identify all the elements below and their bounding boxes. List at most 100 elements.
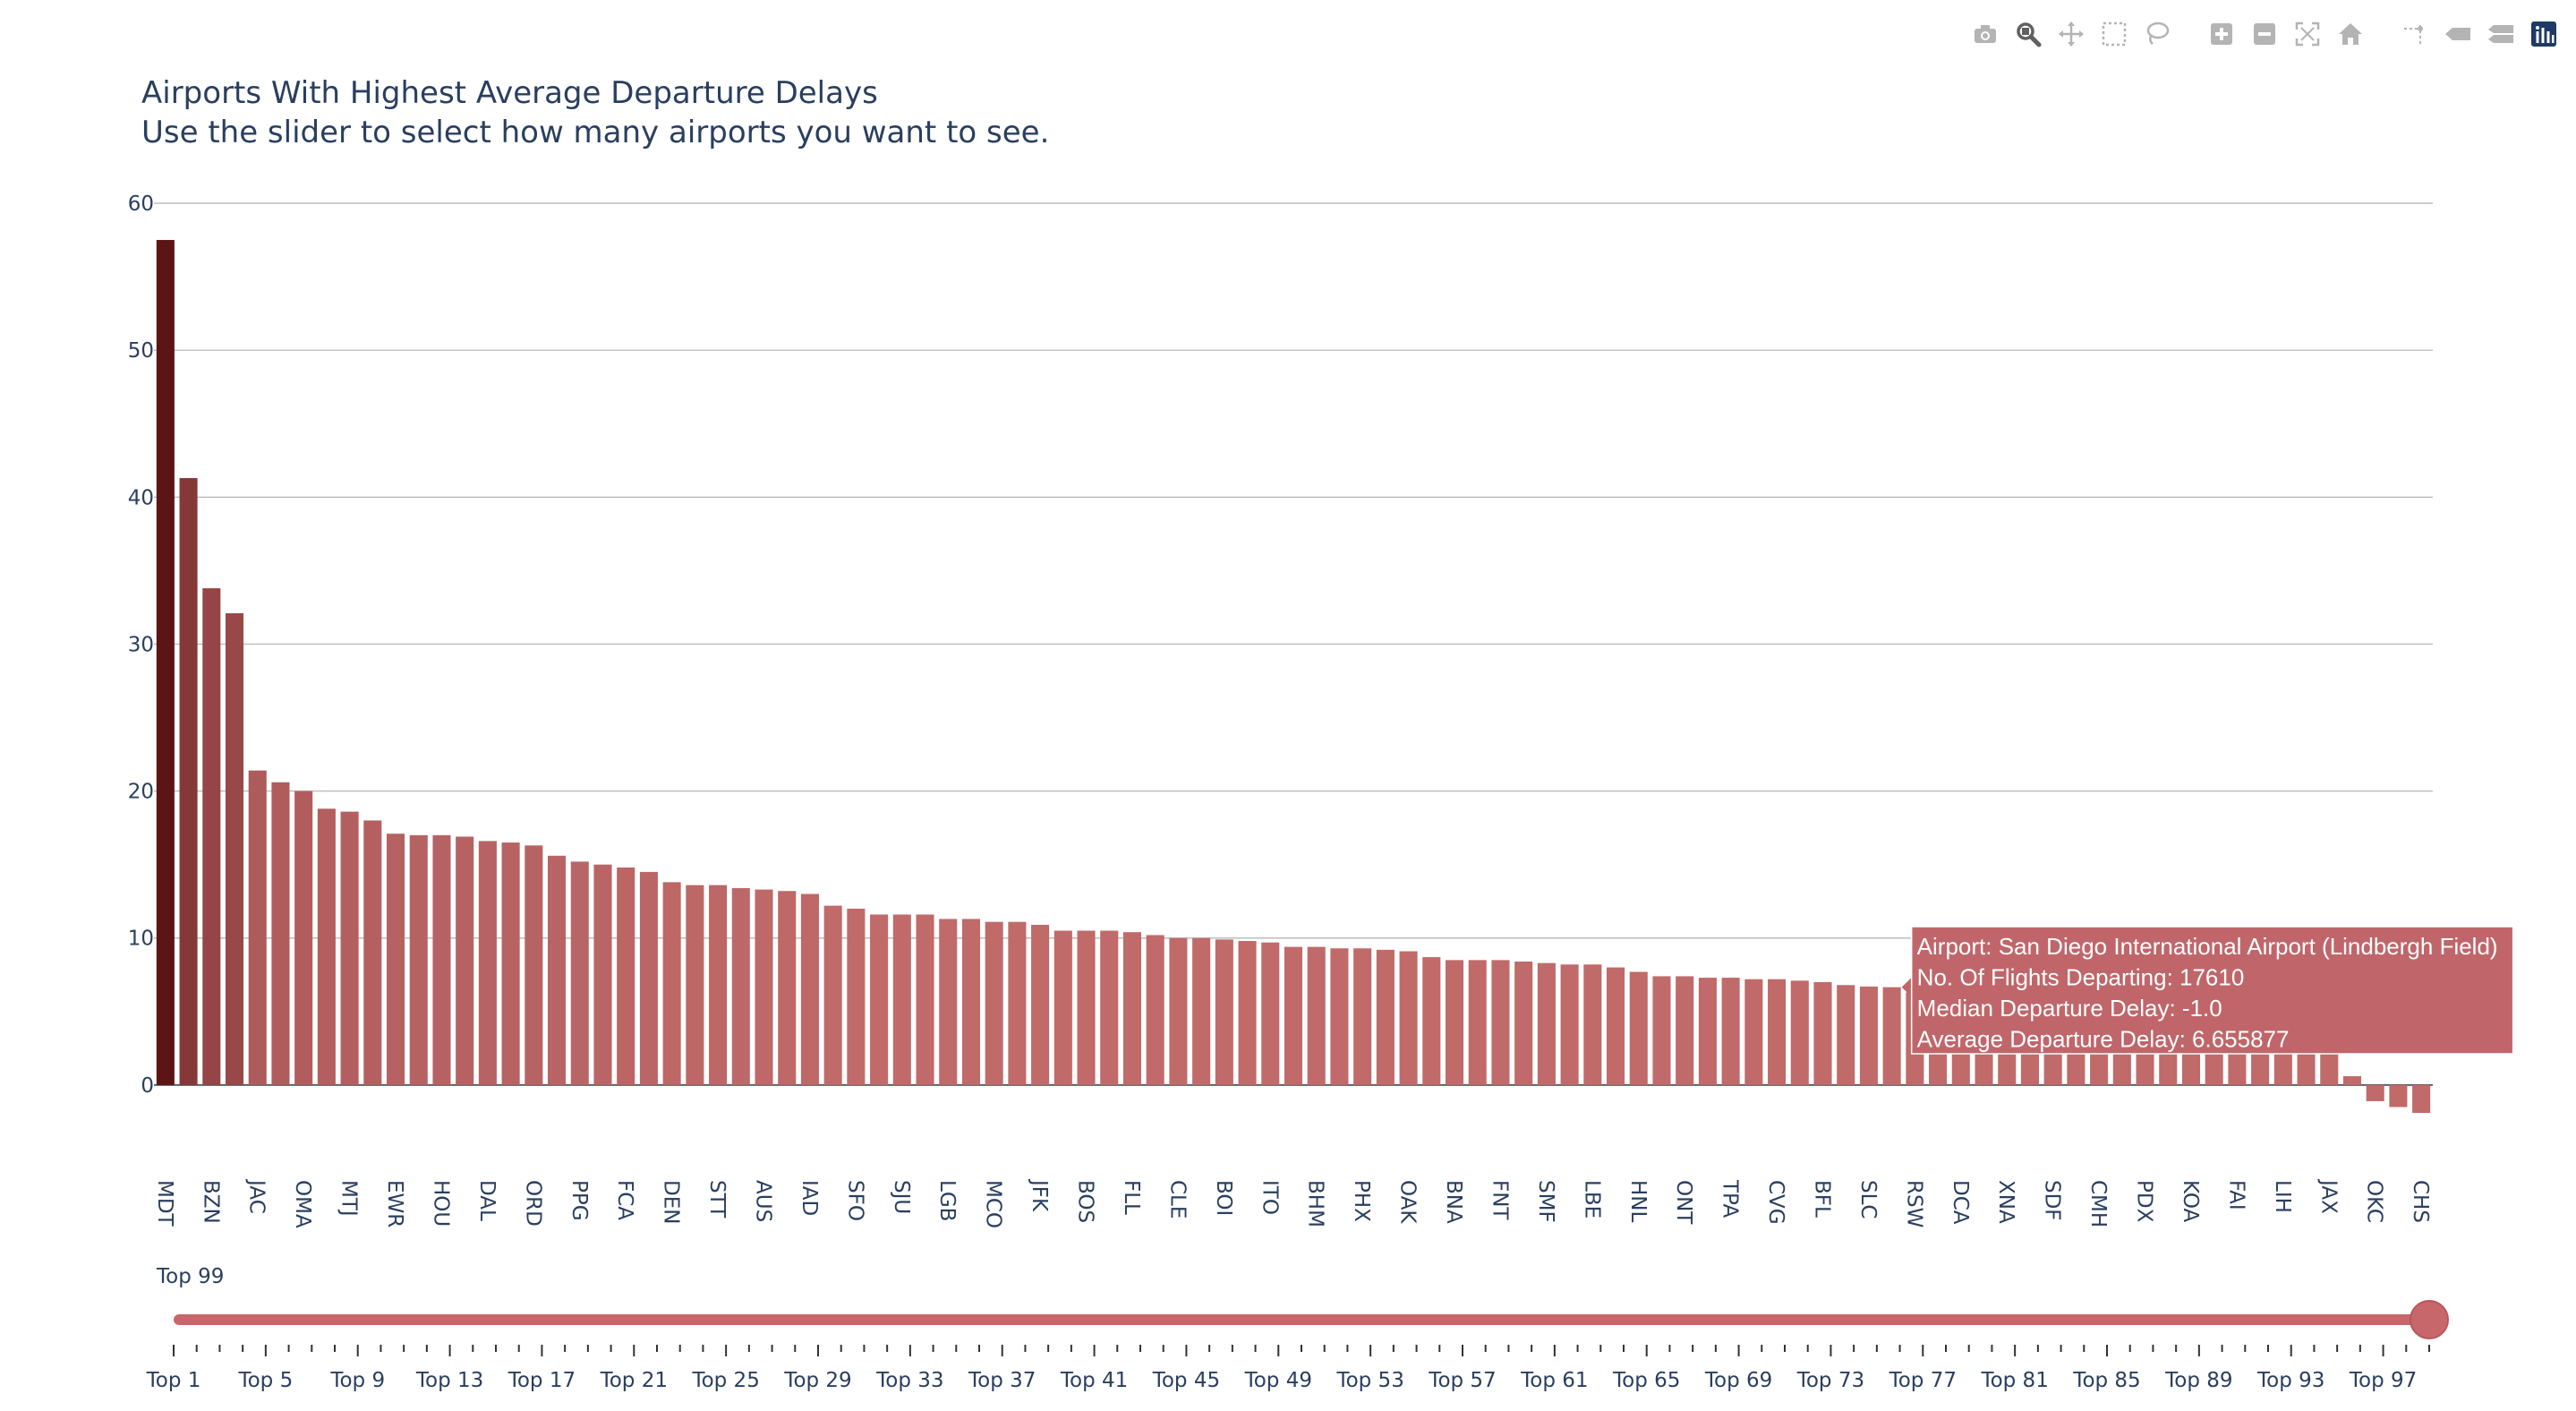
autoscale-button[interactable]	[2288, 16, 2327, 52]
bar-airport-26[interactable]	[731, 887, 750, 1085]
bar-airport-68[interactable]	[1698, 978, 1717, 1085]
bar-chs[interactable]	[2412, 1084, 2431, 1114]
bar-sju[interactable]	[892, 914, 911, 1085]
slider-step-label[interactable]: Top 85	[2072, 1369, 2140, 1392]
bar-aus[interactable]	[755, 889, 773, 1085]
slider-step-label[interactable]: Top 45	[1152, 1369, 1220, 1392]
bar-oak[interactable]	[1399, 951, 1418, 1085]
pan-button[interactable]	[2051, 16, 2091, 52]
bar-airport-4[interactable]	[225, 612, 244, 1085]
bar-iad[interactable]	[800, 894, 819, 1085]
bar-airport-56[interactable]	[1422, 957, 1441, 1085]
bar-smf[interactable]	[1537, 962, 1556, 1085]
slider-step-label[interactable]: Top 97	[2349, 1369, 2417, 1392]
slider-handle[interactable]	[2410, 1300, 2449, 1339]
bar-airport-22[interactable]	[639, 871, 658, 1085]
bar-mco[interactable]	[985, 921, 1003, 1085]
slider-step-label[interactable]: Top 29	[783, 1369, 851, 1392]
slider-step-label[interactable]: Top 13	[415, 1369, 483, 1392]
bar-airport-32[interactable]	[870, 914, 889, 1085]
slider-step-label[interactable]: Top 69	[1704, 1369, 1772, 1392]
slider-step-label[interactable]: Top 33	[875, 1369, 943, 1392]
slider-rail[interactable]	[174, 1314, 2429, 1325]
bar-airport-36[interactable]	[961, 919, 980, 1085]
bar-jac[interactable]	[248, 770, 267, 1085]
bar-mtj[interactable]	[340, 811, 359, 1085]
bar-airport-98[interactable]	[2389, 1084, 2408, 1107]
slider-step-label[interactable]: Top 65	[1612, 1369, 1680, 1392]
bar-airport-60[interactable]	[1514, 962, 1533, 1085]
bar-phx[interactable]	[1353, 948, 1372, 1085]
bar-airport-46[interactable]	[1192, 937, 1211, 1085]
bar-airport-44[interactable]	[1146, 935, 1164, 1085]
bar-bhm[interactable]	[1307, 946, 1326, 1085]
bar-airport-72[interactable]	[1790, 980, 1809, 1085]
bar-den[interactable]	[662, 882, 681, 1085]
zoom-out-button[interactable]	[2245, 16, 2284, 52]
bar-mdt[interactable]	[156, 240, 175, 1085]
bar-airport-14[interactable]	[456, 836, 474, 1085]
box-select-button[interactable]	[2094, 16, 2134, 52]
bar-airport-52[interactable]	[1330, 948, 1349, 1085]
bar-boi[interactable]	[1215, 939, 1233, 1085]
bar-oma[interactable]	[294, 791, 313, 1085]
hover-compare-button[interactable]	[2481, 16, 2521, 52]
download-plot-button[interactable]	[1966, 16, 2005, 52]
bar-airport-54[interactable]	[1376, 949, 1395, 1085]
bar-ito[interactable]	[1261, 942, 1280, 1085]
bar-stt[interactable]	[709, 885, 728, 1085]
slider-step-label[interactable]: Top 73	[1796, 1369, 1864, 1392]
slider-step-label[interactable]: Top 81	[1980, 1369, 2048, 1392]
bar-fca[interactable]	[617, 867, 635, 1085]
bar-airport-16[interactable]	[501, 842, 520, 1085]
bar-airport-38[interactable]	[1008, 921, 1027, 1085]
bar-jfk[interactable]	[1031, 924, 1050, 1085]
bar-hou[interactable]	[432, 834, 451, 1085]
bar-cle[interactable]	[1169, 937, 1188, 1085]
bar-airport-40[interactable]	[1053, 930, 1072, 1085]
bar-slc[interactable]	[1859, 986, 1878, 1085]
bar-fnt[interactable]	[1491, 960, 1510, 1085]
bar-airport-74[interactable]	[1837, 985, 1855, 1085]
bar-airport-62[interactable]	[1560, 964, 1579, 1085]
bar-airport-24[interactable]	[686, 885, 704, 1085]
bar-airport-64[interactable]	[1607, 967, 1625, 1085]
bar-airport-20[interactable]	[593, 864, 612, 1085]
bar-lbe[interactable]	[1583, 964, 1602, 1085]
slider-step-label[interactable]: Top 21	[600, 1369, 668, 1392]
slider-step-label[interactable]: Top 89	[2164, 1369, 2232, 1392]
slider-step-label[interactable]: Top 9	[329, 1369, 385, 1392]
bar-lgb[interactable]	[939, 919, 958, 1085]
hover-closest-button[interactable]	[2438, 16, 2478, 52]
slider-step-label[interactable]: Top 77	[1889, 1369, 1957, 1392]
bar-tpa[interactable]	[1721, 978, 1740, 1085]
bar-airport-58[interactable]	[1468, 960, 1487, 1085]
bar-sfo[interactable]	[847, 908, 866, 1085]
bar-cvg[interactable]	[1768, 979, 1787, 1085]
bar-bna[interactable]	[1445, 960, 1464, 1085]
bar-bfl[interactable]	[1813, 981, 1832, 1085]
slider-step-label[interactable]: Top 1	[146, 1369, 201, 1392]
slider-step-label[interactable]: Top 49	[1244, 1369, 1312, 1392]
plotly-logo-button[interactable]	[2524, 16, 2563, 52]
bar-jax[interactable]	[2320, 1052, 2339, 1085]
bar-airport-76[interactable]	[1882, 987, 1901, 1085]
bar-airport-2[interactable]	[179, 477, 198, 1085]
bar-airport-8[interactable]	[317, 808, 336, 1085]
bar-bos[interactable]	[1077, 930, 1096, 1085]
bar-ont[interactable]	[1676, 976, 1694, 1085]
bar-airport-28[interactable]	[778, 891, 797, 1085]
slider-step-label[interactable]: Top 57	[1428, 1369, 1496, 1392]
bar-hnl[interactable]	[1629, 971, 1648, 1085]
slider-step-label[interactable]: Top 37	[968, 1369, 1036, 1392]
bar-airport-42[interactable]	[1100, 930, 1119, 1085]
bar-airport-34[interactable]	[916, 914, 934, 1085]
bar-airport-96[interactable]	[2342, 1076, 2362, 1085]
bar-airport-12[interactable]	[409, 834, 428, 1085]
slider-step-label[interactable]: Top 5	[237, 1369, 293, 1392]
bar-bzn[interactable]	[202, 588, 221, 1085]
bar-fll[interactable]	[1122, 932, 1142, 1085]
bar-airport-50[interactable]	[1284, 946, 1303, 1085]
bar-airport-6[interactable]	[271, 782, 290, 1085]
bar-dal[interactable]	[478, 841, 497, 1085]
